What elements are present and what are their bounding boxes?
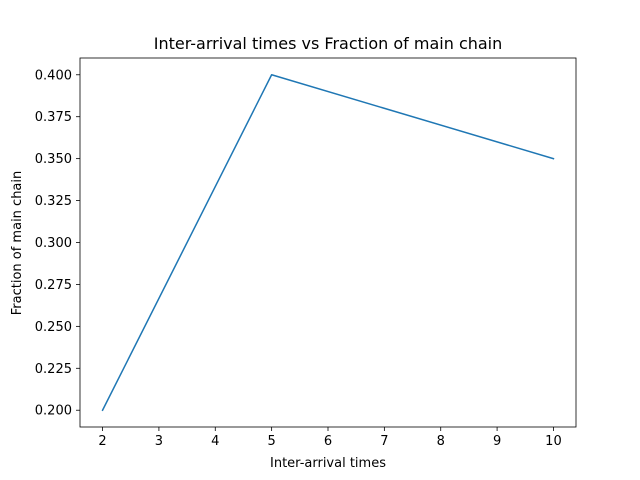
x-tick-label: 10	[545, 434, 562, 449]
y-tick-label: 0.300	[35, 236, 72, 251]
y-tick-label: 0.400	[35, 68, 72, 83]
x-tick-label: 4	[211, 434, 219, 449]
y-tick-label: 0.250	[35, 320, 72, 335]
x-tick-label: 9	[493, 434, 501, 449]
x-tick-label: 3	[155, 434, 163, 449]
chart-title: Inter-arrival times vs Fraction of main …	[154, 34, 503, 53]
x-axis-ticks: 2 3 4 5 6 7 8 9 10	[98, 427, 562, 449]
y-tick-label: 0.275	[35, 278, 72, 293]
plot-frame	[79, 57, 577, 428]
y-tick-label: 0.325	[35, 194, 72, 209]
x-tick-label: 7	[380, 434, 388, 449]
x-tick-label: 5	[267, 434, 275, 449]
y-tick-label: 0.350	[35, 152, 72, 167]
plot-background	[80, 58, 576, 427]
y-axis-ticks: 0.200 0.225 0.250 0.275 0.300 0.325 0.350 0.375…	[35, 68, 80, 419]
y-tick-label: 0.375	[35, 110, 72, 125]
x-tick-label: 8	[437, 434, 445, 449]
x-tick-label: 6	[324, 434, 332, 449]
x-tick-label: 2	[98, 434, 106, 449]
series-line	[101, 74, 555, 412]
y-tick-label: 0.200	[35, 404, 72, 419]
y-axis-label: Fraction of main chain	[10, 171, 25, 316]
y-tick-label: 0.225	[35, 362, 72, 377]
x-axis-label: Inter-arrival times	[270, 456, 386, 471]
